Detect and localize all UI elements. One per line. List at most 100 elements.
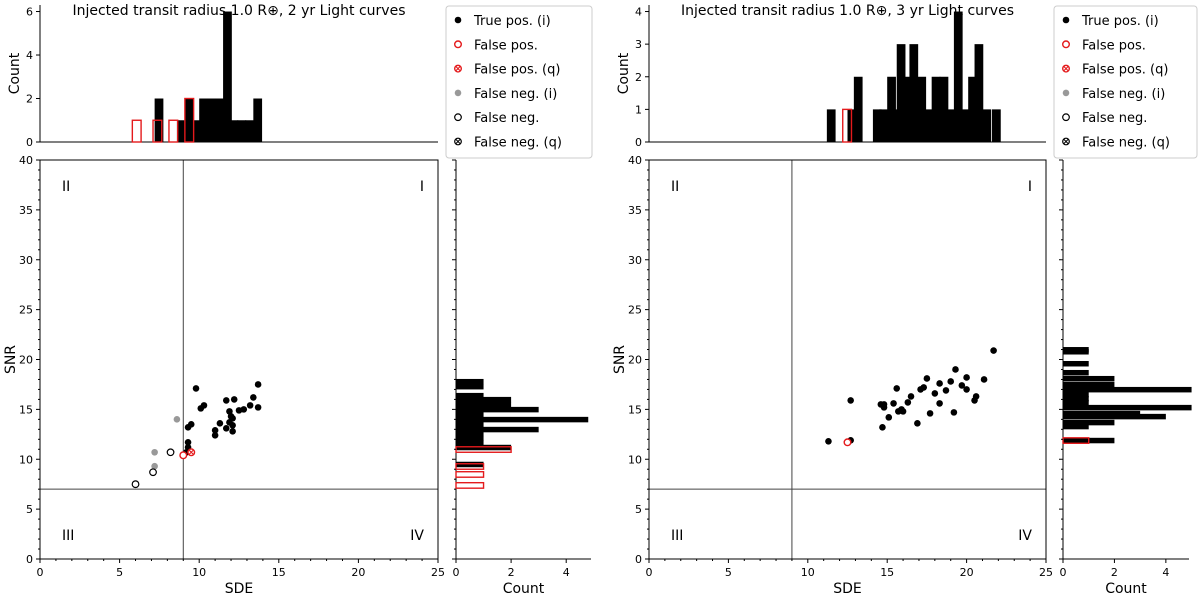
top-hist-bar-false-positive bbox=[842, 108, 853, 143]
true-positive-point bbox=[931, 390, 939, 397]
top-hist-bar-false-positive bbox=[184, 97, 195, 143]
side-hist-bar-positive bbox=[456, 378, 484, 385]
true-positive-point bbox=[942, 387, 950, 394]
false-negative-i-point bbox=[151, 448, 158, 456]
false-positive-point bbox=[179, 451, 188, 460]
side-hist-bar-positive bbox=[456, 435, 484, 442]
top-hist-y-label: Count bbox=[7, 52, 23, 94]
true-positive-point bbox=[980, 376, 988, 383]
top-hist-y-tick-label: 4 bbox=[26, 49, 33, 62]
side-hist-bar-positive bbox=[1063, 386, 1192, 393]
side-hist-bar-positive bbox=[1063, 369, 1089, 376]
x-tick-label: 20 bbox=[351, 566, 365, 579]
true-positive-point bbox=[211, 427, 219, 434]
true-positive-point bbox=[880, 404, 888, 411]
y-axis-label: SNR bbox=[612, 345, 628, 374]
x-axis-label: SDE bbox=[833, 581, 862, 595]
x-tick-label: 25 bbox=[1039, 566, 1053, 579]
quadrant-label-i: I bbox=[1028, 179, 1032, 195]
side-hist-bar-positive bbox=[1063, 410, 1141, 417]
true-positive-point bbox=[825, 437, 832, 445]
x-tick-label: 5 bbox=[116, 566, 123, 579]
false-negative-i-point bbox=[454, 89, 462, 97]
false-negative-q-cross bbox=[455, 139, 461, 144]
top-hist-y-tick-label: 2 bbox=[635, 71, 642, 84]
false-positive-q-cross bbox=[1063, 66, 1069, 71]
y-tick-label: 25 bbox=[19, 304, 33, 317]
y-tick-label: 5 bbox=[635, 503, 642, 516]
true-positive-point bbox=[200, 402, 208, 409]
side-hist-x-label: Count bbox=[1105, 581, 1147, 595]
true-positive-point bbox=[893, 385, 901, 392]
legend-entry: False neg. (i) bbox=[474, 87, 557, 102]
top-hist-bar-positive bbox=[992, 109, 1001, 142]
true-positive-point bbox=[254, 381, 262, 388]
chart-1-side-histogram: 0 2 4 Count bbox=[1059, 159, 1192, 595]
y-tick-label: 40 bbox=[628, 154, 642, 167]
true-positive-point bbox=[923, 375, 931, 382]
legend-frame bbox=[1053, 5, 1198, 159]
top-hist-bar-positive bbox=[223, 11, 232, 143]
side-hist-bar-positive bbox=[1063, 347, 1089, 353]
legend-entry: False pos. (q) bbox=[1082, 63, 1168, 78]
true-positive-point bbox=[947, 378, 955, 385]
top-hist-bar-positive bbox=[925, 109, 935, 142]
true-positive-point bbox=[229, 422, 236, 429]
side-hist-x-tick-label: 4 bbox=[563, 566, 570, 579]
side-hist-bar-positive bbox=[1063, 381, 1115, 388]
legend-entry: False neg. bbox=[1082, 111, 1147, 126]
true-positive-point bbox=[950, 409, 958, 416]
true-positive-point bbox=[246, 402, 254, 409]
series-false-pos- bbox=[179, 451, 188, 460]
true-positive-point bbox=[972, 393, 980, 400]
series-false-neg- bbox=[131, 448, 175, 489]
side-hist-bar-false-positive bbox=[455, 471, 485, 478]
chart-title: Injected transit radius 1.0 R⊕, 3 yr Lig… bbox=[681, 3, 1014, 19]
y-tick-label: 10 bbox=[628, 453, 642, 466]
top-hist-bar-false-positive bbox=[168, 119, 179, 143]
false-positive-q-cross bbox=[455, 66, 461, 71]
side-hist-bar-positive bbox=[456, 406, 539, 413]
y-tick-label: 20 bbox=[19, 354, 33, 367]
top-hist-y-tick-label: 0 bbox=[635, 136, 642, 149]
false-negative-q-cross bbox=[1063, 139, 1069, 144]
chart-1-top-histogram: 0 1 2 3 4 Count Injected transit radius 1.0 R⊕… bbox=[616, 3, 1046, 149]
quadrant-label-i: I bbox=[420, 179, 424, 195]
side-hist-bar-positive bbox=[456, 444, 512, 451]
series-false-pos-q- bbox=[187, 448, 196, 457]
true-positive-point bbox=[192, 385, 200, 392]
side-hist-bar-positive bbox=[456, 426, 539, 433]
false-negative-point bbox=[166, 448, 175, 457]
legend-entry: True pos. (i) bbox=[473, 14, 551, 29]
true-positive-point bbox=[952, 366, 959, 373]
side-hist-bar-positive bbox=[1063, 404, 1192, 411]
top-hist-y-tick-label: 3 bbox=[635, 38, 642, 51]
legend-entry: False neg. bbox=[474, 111, 539, 126]
top-hist-bar-positive bbox=[853, 76, 863, 142]
true-positive-point bbox=[879, 424, 886, 431]
series-false-neg-i- bbox=[151, 416, 181, 470]
side-hist-bar-positive bbox=[456, 421, 484, 428]
true-positive-point bbox=[926, 410, 934, 417]
y-tick-label: 25 bbox=[628, 304, 642, 317]
true-positive-point bbox=[211, 432, 219, 439]
quadrant-label-iv: IV bbox=[410, 528, 424, 544]
true-positive-point bbox=[222, 425, 230, 432]
quadrant-label-iii: III bbox=[671, 528, 683, 544]
true-positive-point bbox=[958, 382, 966, 389]
top-hist-bar-positive bbox=[229, 120, 239, 142]
y-tick-label: 30 bbox=[628, 254, 642, 267]
side-hist-bar-positive bbox=[1063, 413, 1166, 420]
legend-frame bbox=[445, 5, 593, 159]
top-hist-bar-positive bbox=[215, 98, 224, 142]
false-positive-q-cross bbox=[188, 449, 194, 455]
side-hist-bar-positive bbox=[1063, 360, 1089, 367]
y-tick-label: 0 bbox=[635, 553, 642, 566]
top-hist-bar-positive bbox=[909, 44, 919, 143]
side-hist-x-tick-label: 2 bbox=[508, 566, 515, 579]
y-tick-label: 15 bbox=[19, 403, 33, 416]
false-negative-point bbox=[1062, 113, 1070, 122]
top-hist-bar-positive bbox=[939, 76, 949, 142]
side-hist-bar-positive bbox=[456, 411, 484, 418]
